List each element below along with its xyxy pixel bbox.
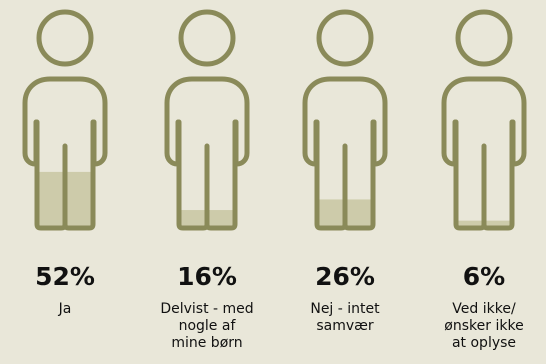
head-outline [178, 9, 236, 67]
value-label: 6% [462, 262, 506, 291]
body-outline [164, 76, 250, 231]
category-label-line: Ved ikke/ [452, 301, 516, 317]
category-label: Ved ikke/ ønsker ikke at oplyse [419, 301, 546, 352]
category-label-line: samvær [316, 318, 374, 334]
value-label: 26% [315, 262, 375, 291]
person-figure-ja [22, 9, 108, 231]
value-label: 16% [177, 262, 237, 291]
category-label-line: Delvist - med [160, 301, 254, 317]
body-outline [441, 76, 527, 231]
category-label: Ja [0, 301, 130, 318]
category-label-line: ønsker ikke [444, 318, 524, 334]
category-label-line: nogle af [178, 318, 236, 334]
value-label: 52% [35, 262, 95, 291]
category-label-line: at oplyse [451, 335, 517, 351]
category-label-line: mine børn [171, 335, 243, 351]
category-label: Delvist - med nogle af mine børn [142, 301, 272, 352]
head-outline [36, 9, 94, 67]
person-figure-delvist [164, 9, 250, 231]
person-figure-nej [302, 9, 388, 231]
body-outline [302, 76, 388, 231]
head-outline [455, 9, 513, 67]
category-label-line: Nej - intet [310, 301, 380, 317]
person-figure-ved-ikke [441, 9, 527, 231]
category-label: Nej - intet samvær [280, 301, 410, 335]
category-label-line: Ja [58, 301, 72, 317]
body-outline [22, 76, 108, 231]
head-outline [316, 9, 374, 67]
